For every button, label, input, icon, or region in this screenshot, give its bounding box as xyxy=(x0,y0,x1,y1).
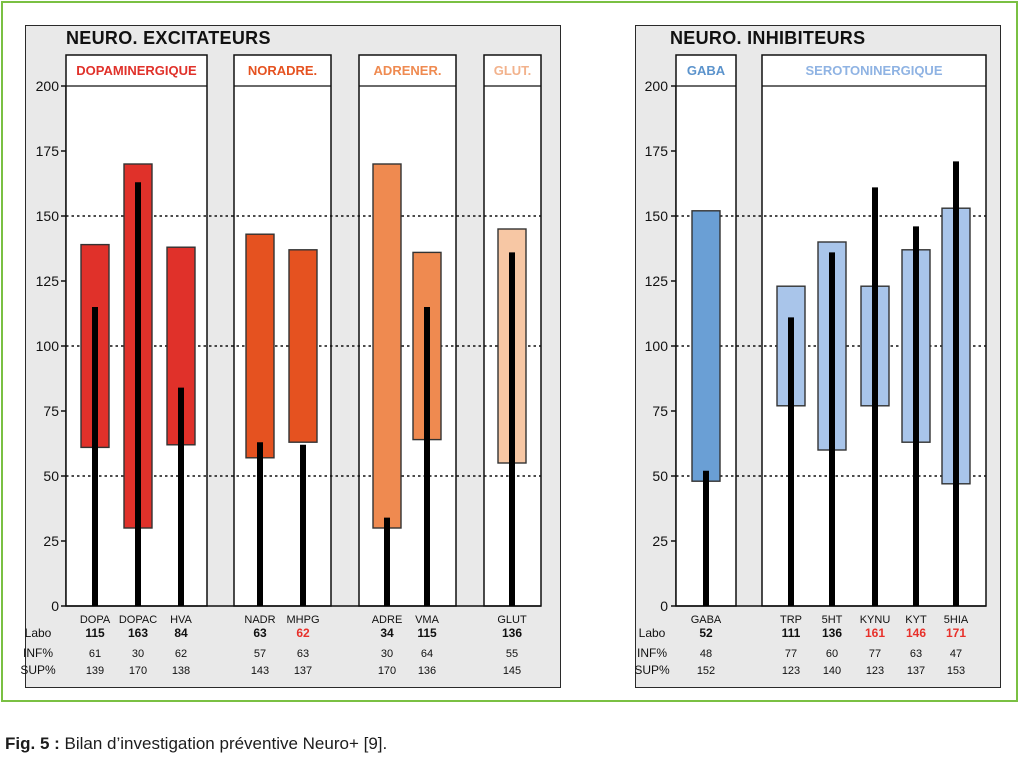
range-bar xyxy=(372,163,402,529)
y-tick-label: 75 xyxy=(43,403,59,419)
x-tick-label: GLUT xyxy=(497,614,527,626)
inf-value-label: 62 xyxy=(175,648,187,660)
inf-value-label: 63 xyxy=(297,648,309,660)
x-tick-label: 5HIA xyxy=(944,614,969,626)
y-tick-label: 150 xyxy=(36,208,60,224)
group-label: GLUT. xyxy=(494,63,532,78)
inf-value-label: 60 xyxy=(826,648,838,660)
sup-value-label: 137 xyxy=(294,665,312,677)
labo-value-label: 115 xyxy=(85,626,105,640)
x-tick-label: GABA xyxy=(691,614,722,626)
x-tick-label: DOPA xyxy=(80,614,111,626)
sup-value-label: 170 xyxy=(378,665,396,677)
labo-value-label: 136 xyxy=(502,626,522,640)
sup-value-label: 137 xyxy=(907,665,925,677)
inf-value-label: 61 xyxy=(89,648,101,660)
x-tick-label: MHPG xyxy=(287,614,320,626)
y-tick-label: 125 xyxy=(36,273,60,289)
x-tick-label: ADRE xyxy=(372,614,403,626)
row-label: INF% xyxy=(637,646,667,660)
labo-value-label: 52 xyxy=(699,626,713,640)
inf-value-label: 30 xyxy=(381,648,393,660)
labo-value-label: 171 xyxy=(946,626,966,640)
sup-value-label: 152 xyxy=(697,665,715,677)
labo-value-label: 62 xyxy=(296,626,310,640)
y-tick-label: 25 xyxy=(43,533,59,549)
y-tick-label: 0 xyxy=(51,598,59,614)
labo-value-label: 161 xyxy=(865,626,885,640)
x-tick-label: KYT xyxy=(905,614,927,626)
range-bar xyxy=(245,233,275,459)
range-bar xyxy=(691,210,721,482)
sup-value-label: 170 xyxy=(129,665,147,677)
sup-value-label: 136 xyxy=(418,665,436,677)
sup-value-label: 123 xyxy=(782,665,800,677)
y-tick-label: 175 xyxy=(645,143,669,159)
row-label: Labo xyxy=(25,626,52,640)
group-label: GABA xyxy=(687,63,726,78)
range-bar xyxy=(288,249,318,443)
row-label: SUP% xyxy=(20,663,56,677)
labo-value-label: 115 xyxy=(417,626,437,640)
caption-label: Fig. 5 : xyxy=(5,734,60,753)
labo-value-label: 163 xyxy=(128,626,148,640)
inf-value-label: 48 xyxy=(700,648,712,660)
inf-value-label: 63 xyxy=(910,648,922,660)
y-tick-label: 50 xyxy=(43,468,59,484)
y-tick-label: 125 xyxy=(645,273,669,289)
inf-value-label: 57 xyxy=(254,648,266,660)
group-label: SEROTONINERGIQUE xyxy=(805,63,942,78)
row-label: SUP% xyxy=(634,663,670,677)
inf-value-label: 64 xyxy=(421,648,433,660)
x-tick-label: HVA xyxy=(170,614,192,626)
group-label: ADRENER. xyxy=(374,63,442,78)
y-tick-label: 100 xyxy=(36,338,60,354)
y-tick-label: 150 xyxy=(645,208,669,224)
y-tick-label: 50 xyxy=(652,468,668,484)
inf-value-label: 77 xyxy=(785,648,797,660)
labo-value-label: 136 xyxy=(822,626,842,640)
inf-value-label: 30 xyxy=(132,648,144,660)
x-tick-label: DOPAC xyxy=(119,614,157,626)
y-tick-label: 75 xyxy=(652,403,668,419)
inf-value-label: 47 xyxy=(950,648,962,660)
sup-value-label: 123 xyxy=(866,665,884,677)
y-tick-label: 200 xyxy=(645,78,669,94)
sup-value-label: 153 xyxy=(947,665,965,677)
sup-value-label: 145 xyxy=(503,665,521,677)
sup-value-label: 138 xyxy=(172,665,190,677)
labo-value-label: 63 xyxy=(253,626,267,640)
y-tick-label: 25 xyxy=(652,533,668,549)
sup-value-label: 143 xyxy=(251,665,269,677)
sup-value-label: 140 xyxy=(823,665,841,677)
chart-title: NEURO. INHIBITEURS xyxy=(670,28,865,48)
y-tick-label: 175 xyxy=(36,143,60,159)
chart-1 xyxy=(61,54,542,607)
caption-text: Bilan d’investigation préventive Neuro+ … xyxy=(59,734,388,753)
labo-value-label: 146 xyxy=(906,626,926,640)
group-label: NORADRE. xyxy=(248,63,317,78)
group-label: DOPAMINERGIQUE xyxy=(76,63,197,78)
figure-caption: Fig. 5 : Bilan d’investigation préventiv… xyxy=(5,734,387,754)
inf-value-label: 77 xyxy=(869,648,881,660)
labo-value-label: 34 xyxy=(380,626,394,640)
x-tick-label: 5HT xyxy=(822,614,843,626)
x-tick-label: NADR xyxy=(244,614,275,626)
chart-title: NEURO. EXCITATEURS xyxy=(66,28,271,48)
sup-value-label: 139 xyxy=(86,665,104,677)
y-tick-label: 100 xyxy=(645,338,669,354)
row-label: Labo xyxy=(639,626,666,640)
x-tick-label: VMA xyxy=(415,614,440,626)
labo-value-label: 111 xyxy=(782,626,801,640)
inf-value-label: 55 xyxy=(506,648,518,660)
labo-value-label: 84 xyxy=(174,626,188,640)
x-tick-label: KYNU xyxy=(860,614,891,626)
y-tick-label: 200 xyxy=(36,78,60,94)
y-tick-label: 0 xyxy=(660,598,668,614)
x-tick-label: TRP xyxy=(780,614,802,626)
row-label: INF% xyxy=(23,646,53,660)
chart-2 xyxy=(671,54,987,607)
